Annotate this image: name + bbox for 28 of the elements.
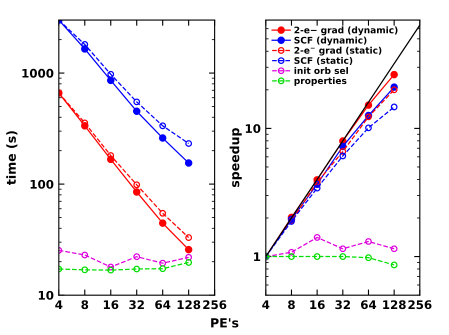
x-tick-label: 8	[288, 300, 295, 310]
x-tick-label: 32	[335, 300, 350, 310]
x-axis-title: PE's	[211, 318, 238, 328]
legend-label: 2-e− grad (dynamic)	[294, 26, 398, 36]
x-tick-label: 128	[383, 300, 406, 310]
legend-label: 2-e$^{−}$ grad (static)	[294, 46, 382, 56]
x-tick-label: 16	[310, 300, 325, 310]
legend-label: init orb sel	[294, 67, 348, 74]
x-tick-label: 256	[203, 300, 226, 310]
x-tick-label: 4	[55, 300, 62, 309]
y-tick-label: 100	[30, 180, 54, 189]
x-tick-label: 128	[178, 300, 200, 310]
legend-label: SCF (dynamic)	[294, 36, 366, 46]
legend-label: properties	[294, 77, 346, 86]
x-tick-label: 32	[129, 300, 144, 310]
x-tick-label: 256	[408, 300, 432, 310]
x-tick-label: 4	[262, 300, 270, 309]
y-axis-title: speedup	[230, 128, 242, 188]
y-axis-title: time (s)	[6, 131, 18, 185]
y-tick-label: 10	[38, 290, 54, 300]
x-tick-label: 64	[361, 300, 376, 310]
x-tick-label: 8	[81, 300, 88, 310]
x-tick-label: 64	[155, 300, 170, 310]
legend-label: SCF (static)	[294, 56, 352, 65]
x-tick-label: 16	[104, 300, 118, 310]
y-tick-label: 10	[246, 124, 260, 134]
y-tick-label: 1	[254, 252, 260, 262]
y-tick-label: 1000	[22, 68, 54, 78]
